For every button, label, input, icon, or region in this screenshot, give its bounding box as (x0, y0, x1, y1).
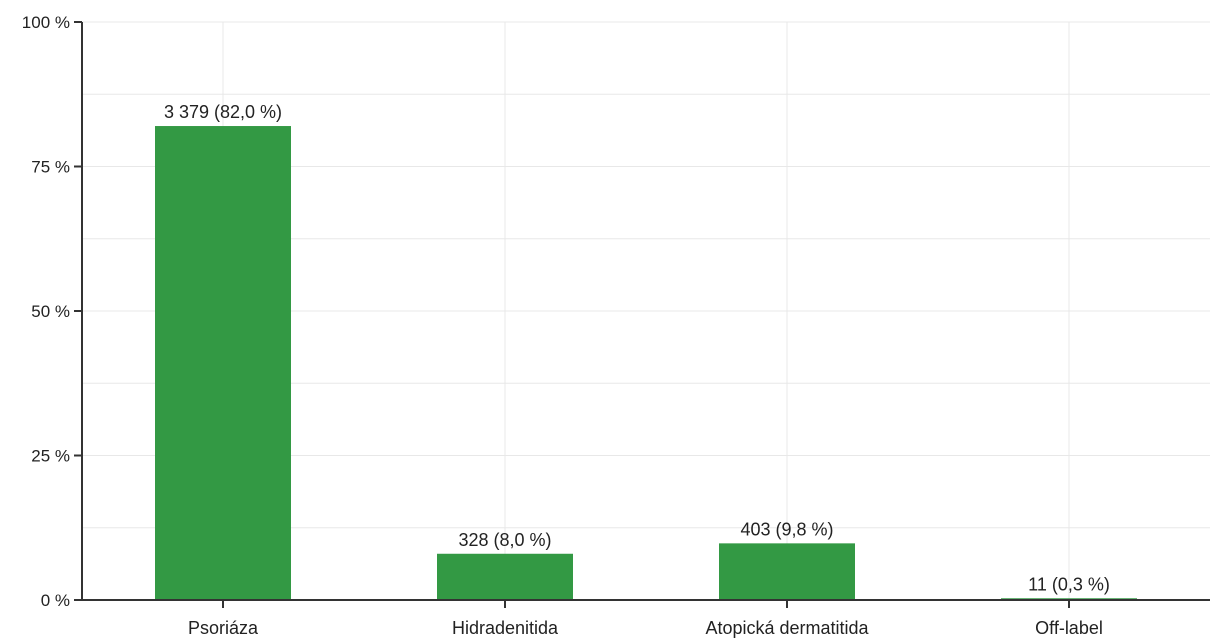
y-tick-labels: 0 % 25 % 50 % 75 % 100 % (22, 13, 70, 610)
y-tick-label: 100 % (22, 13, 70, 32)
y-tick-label: 25 % (31, 447, 70, 466)
data-label: 11 (0,3 %) (1028, 574, 1110, 594)
data-label: 3 379 (82,0 %) (164, 102, 282, 122)
data-label: 403 (9,8 %) (740, 519, 833, 539)
axes (74, 21, 1210, 608)
category-label: Hidradenitida (452, 618, 559, 638)
data-label: 328 (8,0 %) (458, 530, 551, 550)
bars (155, 126, 1137, 600)
bar (719, 543, 855, 600)
bar (437, 553, 573, 600)
category-label: Psoriáza (188, 618, 259, 638)
bar (155, 126, 291, 600)
y-tick-label: 50 % (31, 302, 70, 321)
category-label: Atopická dermatitida (705, 618, 869, 638)
category-labels: Psoriáza Hidradenitida Atopická dermatitid… (188, 618, 1103, 638)
category-label: Off-label (1035, 618, 1103, 638)
y-tick-label: 0 % (41, 591, 70, 610)
data-labels: 3 379 (82,0 %) 328 (8,0 %) 403 (9,8 %) 11 (… (164, 102, 1110, 594)
y-tick-label: 75 % (31, 158, 70, 177)
